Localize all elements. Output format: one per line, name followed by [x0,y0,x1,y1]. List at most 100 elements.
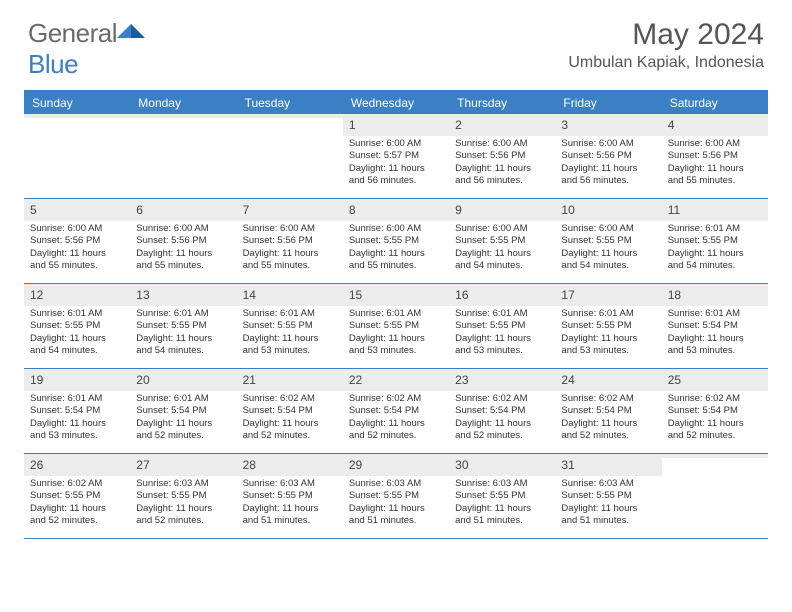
day-cell: 6Sunrise: 6:00 AMSunset: 5:56 PMDaylight… [130,199,236,283]
calendar: SundayMondayTuesdayWednesdayThursdayFrid… [24,90,768,539]
daynum-row: 10 [555,199,661,221]
month-title: May 2024 [568,18,764,52]
sunset: Sunset: 5:55 PM [243,320,337,332]
sunset: Sunset: 5:55 PM [561,320,655,332]
day-number: 11 [668,203,680,217]
daynum-row: 31 [555,454,661,476]
day-number: 7 [243,203,250,217]
sunset: Sunset: 5:55 PM [561,235,655,247]
sunrise: Sunrise: 6:00 AM [349,138,443,150]
daylight: Daylight: 11 hours and 52 minutes. [455,418,549,443]
day-number: 18 [668,288,681,302]
day-detail: Sunrise: 6:00 AMSunset: 5:55 PMDaylight:… [449,221,555,276]
day-detail: Sunrise: 6:01 AMSunset: 5:55 PMDaylight:… [237,306,343,361]
sunset: Sunset: 5:54 PM [243,405,337,417]
day-number: 14 [243,288,256,302]
day-cell: 27 Sunrise: 6:03 AMSunset: 5:55 PMDayligh… [130,454,236,538]
day-detail: Sunrise: 6:01 AMSunset: 5:54 PMDaylight:… [130,391,236,446]
sunrise: Sunrise: 6:01 AM [136,308,230,320]
sunrise: Sunrise: 6:02 AM [349,393,443,405]
sunset: Sunset: 5:56 PM [561,150,655,162]
sunset: Sunset: 5:55 PM [349,320,443,332]
day-number: 28 [243,458,256,472]
day-number: 30 [455,458,468,472]
day-cell: 3Sunrise: 6:00 AMSunset: 5:56 PMDaylight… [555,114,661,198]
sunset: Sunset: 5:57 PM [349,150,443,162]
day-detail: Sunrise: 6:03 AMSunset: 5:55 PMDaylight:… [343,476,449,531]
daylight: Daylight: 11 hours and 54 minutes. [136,333,230,358]
sunrise: Sunrise: 6:01 AM [561,308,655,320]
daynum-row: 1 [343,114,449,136]
sunset: Sunset: 5:55 PM [455,490,549,502]
day-number: 8 [349,203,356,217]
day-cell: 7 Sunrise: 6:00 AMSunset: 5:56 PMDaylight… [237,199,343,283]
sunrise: Sunrise: 6:00 AM [243,223,337,235]
sunrise: Sunrise: 6:03 AM [243,478,337,490]
day-number: 27 [136,458,149,472]
sunset: Sunset: 5:55 PM [136,490,230,502]
daylight: Daylight: 11 hours and 56 minutes. [349,163,443,188]
daylight: Daylight: 11 hours and 54 minutes. [561,248,655,273]
location: Umbulan Kapiak, Indonesia [568,54,764,72]
day-number: 9 [455,203,462,217]
day-cell: 19Sunrise: 6:01 AMSunset: 5:54 PMDayligh… [24,369,130,453]
daylight: Daylight: 11 hours and 52 minutes. [561,418,655,443]
sunset: Sunset: 5:55 PM [561,490,655,502]
daynum-row: 14 [237,284,343,306]
sunrise: Sunrise: 6:02 AM [243,393,337,405]
daylight: Daylight: 11 hours and 54 minutes. [30,333,124,358]
day-cell [662,454,768,538]
day-detail: Sunrise: 6:02 AMSunset: 5:54 PMDaylight:… [555,391,661,446]
sunset: Sunset: 5:55 PM [668,235,762,247]
dow-header: Thursday [449,92,555,114]
day-cell: 20Sunrise: 6:01 AMSunset: 5:54 PMDayligh… [130,369,236,453]
daylight: Daylight: 11 hours and 55 minutes. [349,248,443,273]
weeks-container: 1Sunrise: 6:00 AMSunset: 5:57 PMDaylight… [24,114,768,539]
sunrise: Sunrise: 6:03 AM [136,478,230,490]
day-cell: 17Sunrise: 6:01 AMSunset: 5:55 PMDayligh… [555,284,661,368]
day-cell: 9 Sunrise: 6:00 AMSunset: 5:55 PMDaylight… [449,199,555,283]
dow-header: Saturday [662,92,768,114]
sunset: Sunset: 5:56 PM [668,150,762,162]
day-number: 21 [243,373,256,387]
sunrise: Sunrise: 6:00 AM [561,138,655,150]
day-detail: Sunrise: 6:00 AMSunset: 5:56 PMDaylight:… [555,136,661,191]
sunset: Sunset: 5:55 PM [30,490,124,502]
daynum-row: 6 [130,199,236,221]
daylight: Daylight: 11 hours and 54 minutes. [455,248,549,273]
day-cell: 12Sunrise: 6:01 AMSunset: 5:55 PMDayligh… [24,284,130,368]
daylight: Daylight: 11 hours and 51 minutes. [349,503,443,528]
day-cell: 11 Sunrise: 6:01 AMSunset: 5:55 PMDayligh… [662,199,768,283]
daynum-row: 23 [449,369,555,391]
daylight: Daylight: 11 hours and 56 minutes. [561,163,655,188]
logo-text-1: General [28,18,117,48]
day-cell: 1 Sunrise: 6:00 AMSunset: 5:57 PMDaylight… [343,114,449,198]
day-detail: Sunrise: 6:03 AMSunset: 5:55 PMDaylight:… [130,476,236,531]
day-cell: 2Sunrise: 6:00 AMSunset: 5:56 PMDaylight… [449,114,555,198]
daynum-row: 21 [237,369,343,391]
day-cell: 31Sunrise: 6:03 AMSunset: 5:55 PMDayligh… [555,454,661,538]
daynum-row: 16 [449,284,555,306]
daynum-row: 8 [343,199,449,221]
sunset: Sunset: 5:56 PM [30,235,124,247]
sunrise: Sunrise: 6:00 AM [561,223,655,235]
day-detail: Sunrise: 6:01 AMSunset: 5:55 PMDaylight:… [662,221,768,276]
day-detail: Sunrise: 6:00 AMSunset: 5:56 PMDaylight:… [130,221,236,276]
day-cell: 24 Sunrise: 6:02 AMSunset: 5:54 PMDayligh… [555,369,661,453]
day-cell: 16Sunrise: 6:01 AMSunset: 5:55 PMDayligh… [449,284,555,368]
day-number: 19 [30,373,43,387]
day-detail: Sunrise: 6:00 AMSunset: 5:55 PMDaylight:… [343,221,449,276]
daynum-row: 5 [24,199,130,221]
dow-row: SundayMondayTuesdayWednesdayThursdayFrid… [24,92,768,114]
day-number: 24 [561,373,574,387]
day-cell: 13Sunrise: 6:01 AMSunset: 5:55 PMDayligh… [130,284,236,368]
daylight: Daylight: 11 hours and 52 minutes. [349,418,443,443]
day-number: 22 [349,373,362,387]
day-number: 1 [349,118,356,132]
sunrise: Sunrise: 6:03 AM [349,478,443,490]
sunset: Sunset: 5:56 PM [455,150,549,162]
day-detail: Sunrise: 6:00 AMSunset: 5:56 PMDaylight:… [237,221,343,276]
day-detail: Sunrise: 6:02 AMSunset: 5:54 PMDaylight:… [662,391,768,446]
day-cell: 22Sunrise: 6:02 AMSunset: 5:54 PMDayligh… [343,369,449,453]
sunset: Sunset: 5:54 PM [136,405,230,417]
